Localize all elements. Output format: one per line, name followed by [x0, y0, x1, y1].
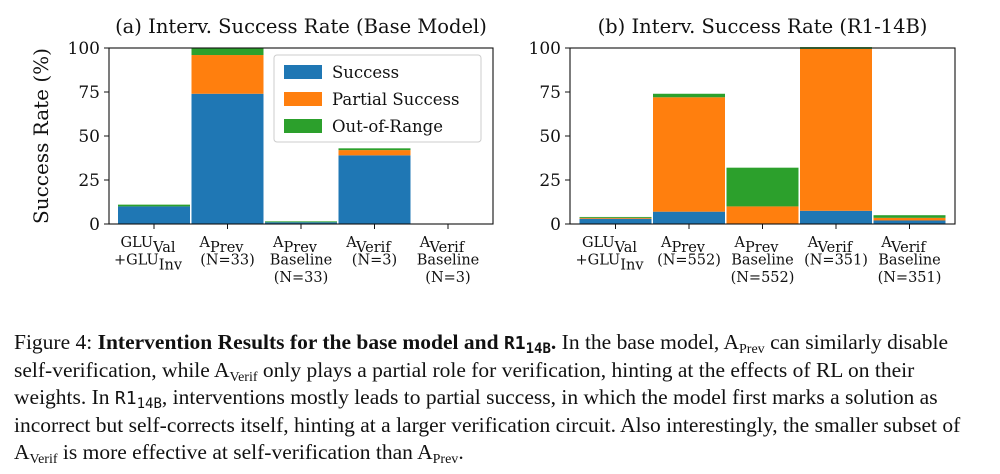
bar-success-2	[191, 93, 264, 224]
x-tick-label: AVerif (N=351)	[804, 235, 868, 269]
legend-swatch	[284, 119, 322, 133]
y-tick-label: 75	[78, 83, 100, 103]
bar-partial-success-1	[579, 217, 652, 219]
legend-swatch	[284, 92, 322, 106]
legend-label: Out-of-Range	[332, 117, 443, 136]
y-tick-label: 0	[89, 215, 100, 235]
chart-title: (a) Interv. Success Rate (Base Model)	[115, 15, 487, 38]
caption-bold-title: Intervention Results for the base model …	[97, 330, 557, 357]
bar-partial-success-2	[653, 97, 725, 212]
y-tick-label: 50	[539, 127, 561, 147]
bar-out-of-range-2	[191, 48, 264, 56]
x-tick-label: AVerif Baseline (N=351)	[878, 235, 942, 286]
y-tick-label: 100	[529, 39, 561, 59]
bar-out-of-range-1	[579, 216, 652, 218]
bar-out-of-range-3	[726, 167, 799, 207]
figure-caption: Figure 4: Intervention Results for the b…	[14, 330, 961, 467]
legend-box	[273, 54, 482, 143]
bar-success-4	[338, 155, 411, 224]
bar-success-1	[579, 218, 652, 224]
x-tick-label: GLUVal +GLUInv	[114, 235, 183, 274]
bar-success-1	[118, 206, 190, 224]
x-tick-label: GLUVal +GLUInv	[575, 235, 644, 274]
caption-label: Figure 4:	[14, 330, 98, 354]
y-tick-label: 75	[539, 83, 561, 103]
bar-out-of-range-1	[118, 204, 190, 207]
bar-out-of-range-5	[873, 215, 946, 218]
legend: Success Partial Success Out-of-Range	[273, 54, 482, 143]
x-tick-label: AVerif Baseline (N=3)	[417, 235, 480, 286]
y-tick-label: 50	[78, 127, 100, 147]
chart-title: (b) Interv. Success Rate (R1-14B)	[598, 15, 928, 38]
chart-panel-1: (a) Interv. Success Rate (Base Model) Suc…	[29, 15, 494, 286]
bar-partial-success-4	[800, 48, 872, 211]
y-axis-label: Success Rate (%)	[29, 48, 53, 224]
bar-out-of-range-3	[265, 221, 337, 223]
x-tick-label: APrev (N=33)	[199, 235, 255, 269]
legend-label: Success	[332, 63, 399, 82]
bar-success-3	[265, 222, 337, 224]
y-tick-label: 0	[550, 215, 561, 235]
bar-success-4	[800, 210, 872, 224]
bar-success-5	[873, 220, 946, 224]
bar-partial-success-5	[873, 217, 946, 221]
y-tick-label: 25	[539, 171, 561, 191]
bar-partial-success-4	[338, 150, 411, 156]
x-tick-label: AVerif (N=3)	[345, 235, 397, 269]
x-tick-label: APrev Baseline (N=552)	[731, 235, 795, 286]
bar-out-of-range-2	[653, 93, 725, 98]
y-tick-label: 100	[68, 39, 100, 59]
bar-partial-success-3	[726, 206, 799, 224]
bar-out-of-range-4	[338, 148, 411, 151]
x-tick-label: APrev (N=552)	[657, 235, 721, 269]
bar-success-2	[653, 211, 725, 224]
bar-partial-success-2	[191, 55, 264, 94]
legend-swatch	[284, 65, 322, 79]
figure: (a) Interv. Success Rate (Base Model) Suc…	[29, 15, 956, 286]
x-tick-label: APrev Baseline (N=33)	[270, 235, 333, 286]
chart-panel-2: (b) Interv. Success Rate (R1-14B) GLUVal +…	[529, 15, 956, 286]
legend-label: Partial Success	[332, 90, 459, 109]
y-tick-label: 25	[78, 171, 100, 191]
